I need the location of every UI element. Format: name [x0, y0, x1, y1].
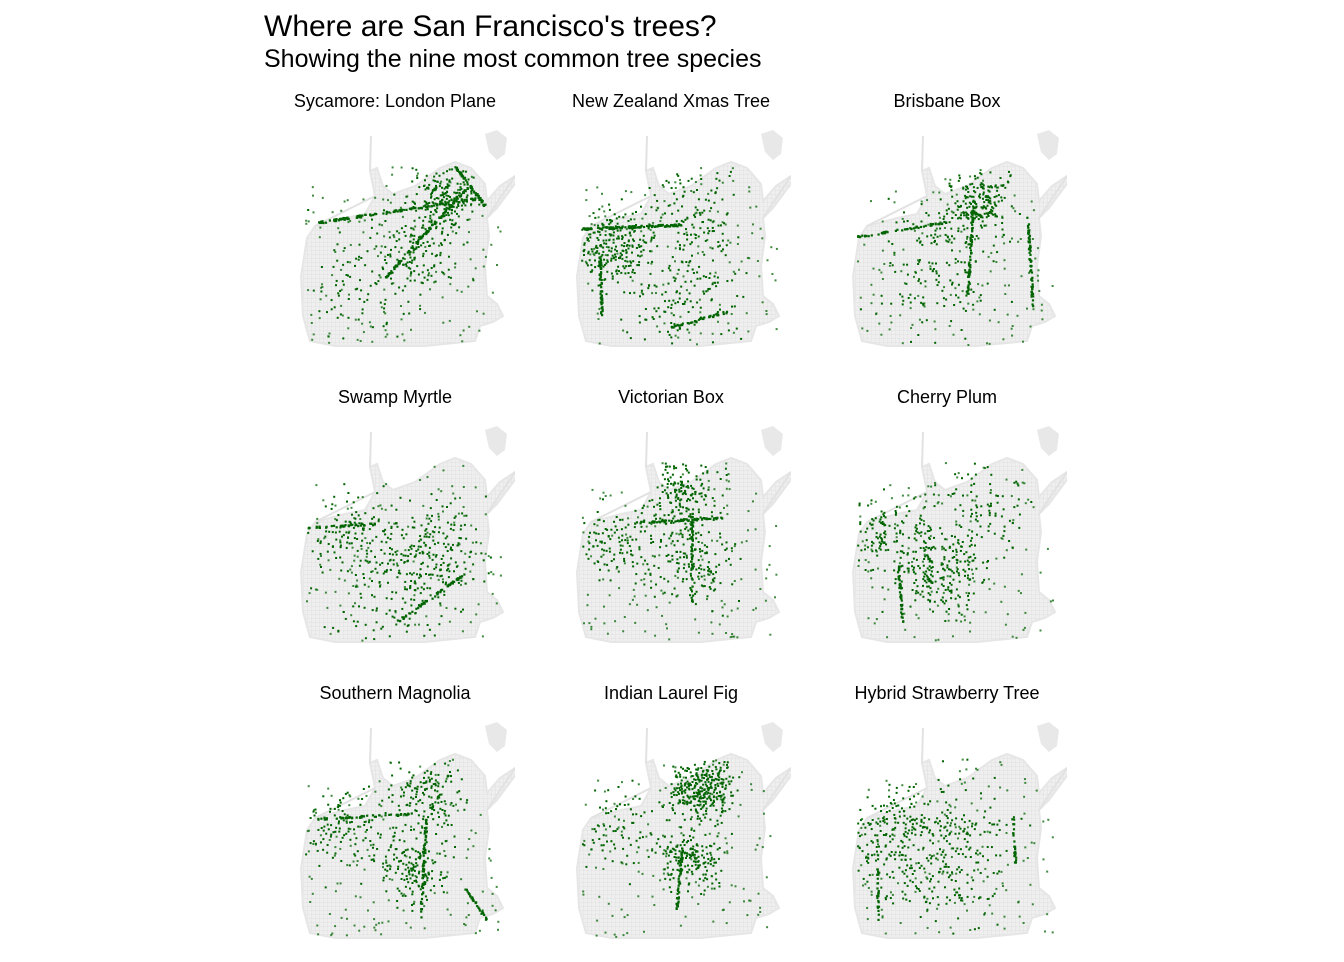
treasure-island: [1037, 722, 1059, 752]
facet-panel: Southern Magnolia: [270, 682, 520, 962]
facet-panel: Brisbane Box: [822, 90, 1072, 370]
facet-panel: Sycamore: London Plane: [270, 90, 520, 370]
facet-panel: Victorian Box: [546, 386, 796, 666]
street-network: [301, 162, 515, 346]
facet-label: Indian Laurel Fig: [546, 682, 796, 704]
sf-map: [827, 422, 1067, 654]
sf-map: [551, 126, 791, 358]
treasure-island: [485, 130, 507, 160]
treasure-island: [761, 130, 783, 160]
sf-map: [275, 718, 515, 950]
street-network: [577, 162, 791, 346]
sf-map: [275, 422, 515, 654]
treasure-island: [1037, 426, 1059, 456]
facet-panel: Swamp Myrtle: [270, 386, 520, 666]
facet-label: Hybrid Strawberry Tree: [822, 682, 1072, 704]
facet-label: Southern Magnolia: [270, 682, 520, 704]
sf-map: [275, 126, 515, 358]
facet-panel: New Zealand Xmas Tree: [546, 90, 796, 370]
sf-map: [827, 718, 1067, 950]
sf-map: [551, 422, 791, 654]
treasure-island: [1037, 130, 1059, 160]
facet-label: Brisbane Box: [822, 90, 1072, 112]
street-network: [853, 162, 1067, 346]
treasure-island: [761, 722, 783, 752]
chart-title: Where are San Francisco's trees?: [264, 10, 717, 44]
facet-label: Swamp Myrtle: [270, 386, 520, 408]
facet-panel: Indian Laurel Fig: [546, 682, 796, 962]
sf-map: [551, 718, 791, 950]
treasure-island: [485, 426, 507, 456]
facet-label: Sycamore: London Plane: [270, 90, 520, 112]
treasure-island: [485, 722, 507, 752]
facet-label: Victorian Box: [546, 386, 796, 408]
facet-label: New Zealand Xmas Tree: [546, 90, 796, 112]
chart-subtitle: Showing the nine most common tree specie…: [264, 44, 761, 74]
facet-panel: Cherry Plum: [822, 386, 1072, 666]
facet-label: Cherry Plum: [822, 386, 1072, 408]
sf-map: [827, 126, 1067, 358]
treasure-island: [761, 426, 783, 456]
facet-panel: Hybrid Strawberry Tree: [822, 682, 1072, 962]
